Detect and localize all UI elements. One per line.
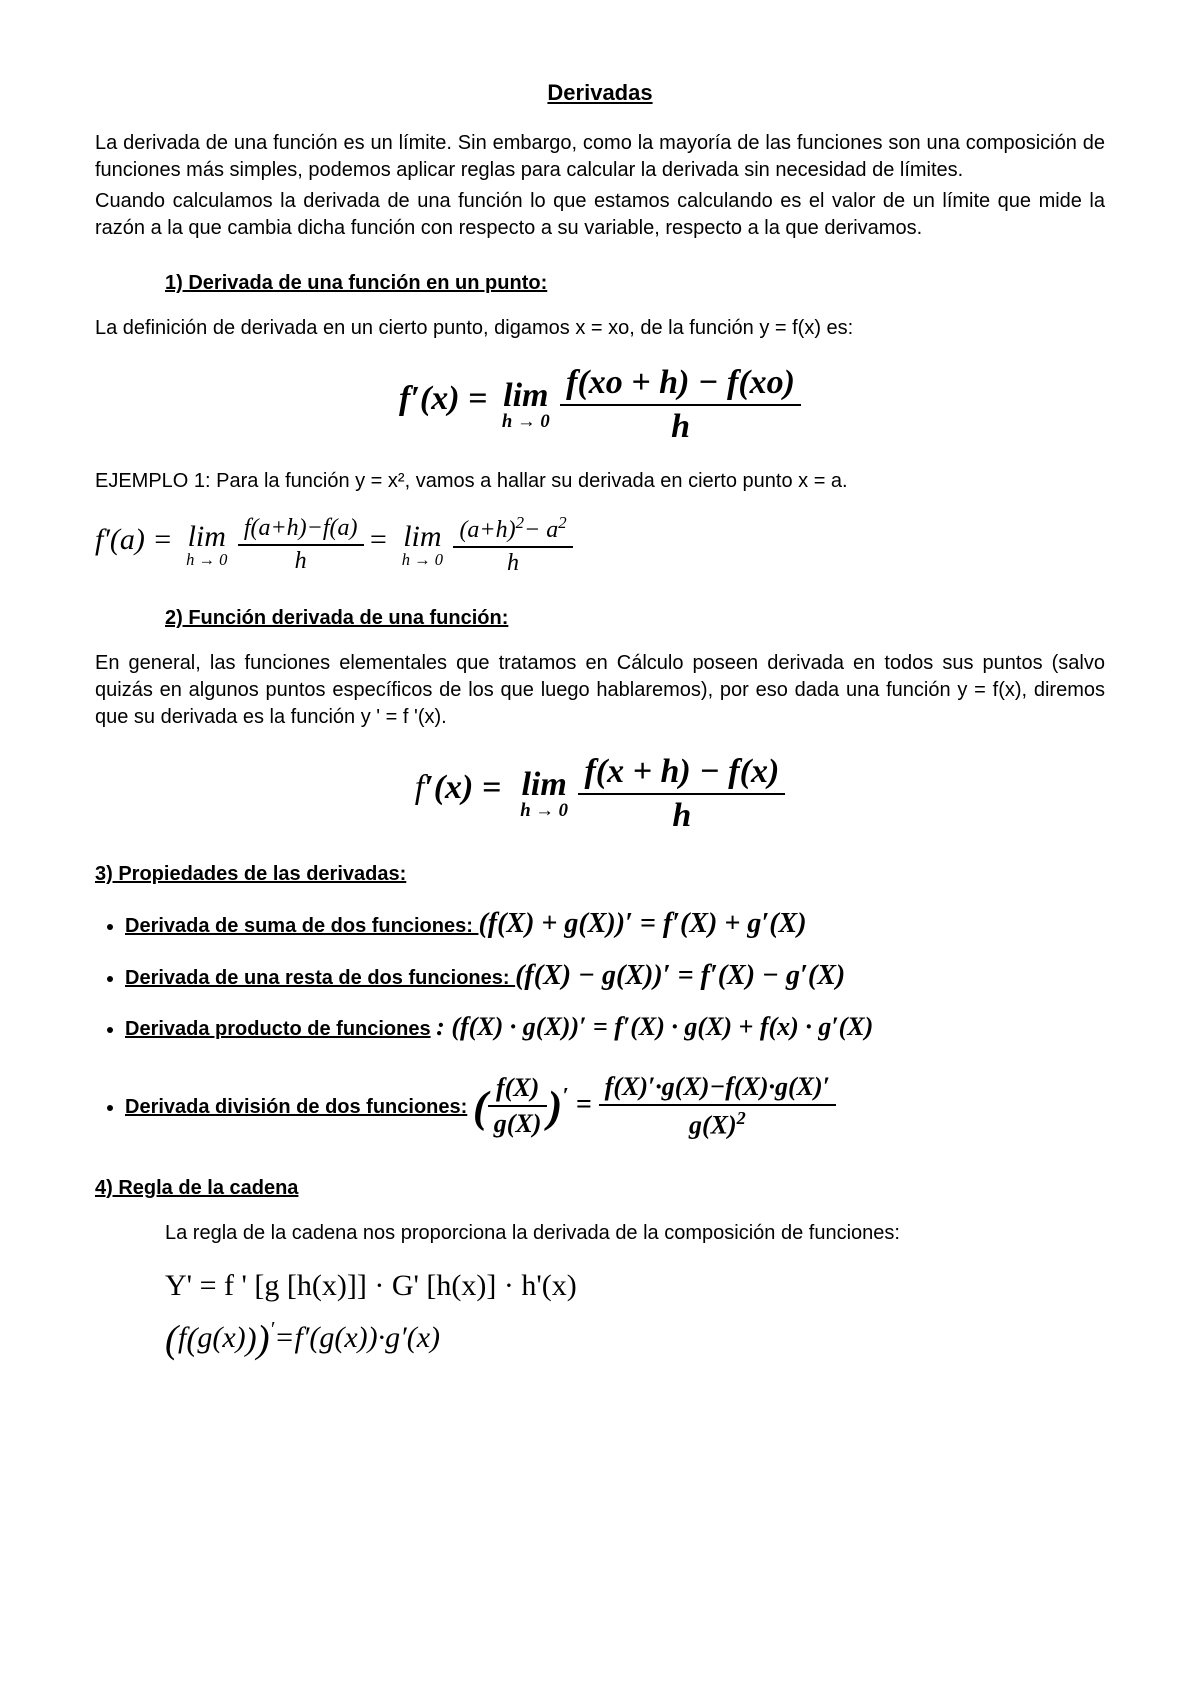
limit-subscript: h → 0 bbox=[520, 800, 568, 822]
property-product-formula: : (f(X) · g(X))′ = f′(X) · g(X) + f(x) ·… bbox=[436, 1012, 873, 1041]
properties-list: Derivada de suma de dos funciones: (f(X)… bbox=[95, 908, 1105, 1141]
property-division-formula: ( f(X) g(X) )′ = f(X)′·g(X)−f(X)·g(X)′ g… bbox=[473, 1089, 836, 1120]
limit-symbol: lim bbox=[520, 766, 568, 804]
denominator: g(X) bbox=[488, 1107, 548, 1139]
section-4-heading: 4) Regla de la cadena bbox=[95, 1177, 1105, 1200]
example-1-formula: f′(a) = lim h → 0 f(a+h)−f(a) h = lim h … bbox=[95, 513, 1105, 577]
denominator: h bbox=[453, 548, 572, 577]
fraction: f(xo + h) − f(xo) h bbox=[560, 364, 801, 446]
numerator: f(X)′·g(X)−f(X)·g(X)′ bbox=[599, 1072, 836, 1106]
numerator: f(X) bbox=[488, 1073, 548, 1107]
section-2-heading: 2) Función derivada de una función: bbox=[165, 607, 1105, 630]
formula-lhs: ff′(x) = ′(x) = bbox=[415, 769, 510, 806]
property-sum-label: Derivada de suma de dos funciones: bbox=[125, 915, 478, 937]
denominator: h bbox=[238, 546, 364, 575]
property-sum: Derivada de suma de dos funciones: (f(X)… bbox=[125, 908, 1105, 940]
fraction-2: (a+h)2− a2 h bbox=[453, 513, 572, 577]
property-difference-label: Derivada de una resta de dos funciones: bbox=[125, 967, 515, 989]
limit-symbol: lim bbox=[402, 520, 443, 554]
chain-rule-formula-2: ((f(g(x)))f(g(x)))′=f′(g(x))·g′(x) bbox=[165, 1317, 1105, 1355]
denominator: h bbox=[578, 795, 785, 835]
property-difference: Derivada de una resta de dos funciones: … bbox=[125, 960, 1105, 992]
fraction: f(x + h) − f(x) h bbox=[578, 753, 785, 835]
limit-subscript: h → 0 bbox=[186, 550, 227, 570]
section-1-heading: 1) Derivada de una función en un punto: bbox=[165, 272, 1105, 295]
section-2-text: En general, las funciones elementales qu… bbox=[95, 650, 1105, 731]
limit-symbol: lim bbox=[502, 377, 550, 415]
denominator: h bbox=[560, 406, 801, 446]
property-difference-formula: (f(X) − g(X))′ = f′(X) − g′(X) bbox=[515, 960, 845, 991]
numerator: f(xo + h) − f(xo) bbox=[560, 364, 801, 406]
intro-block: La derivada de una función es un límite.… bbox=[95, 130, 1105, 242]
property-product-label: Derivada producto de funciones bbox=[125, 1018, 431, 1040]
section-3-heading: 3) Propiedades de las derivadas: bbox=[95, 863, 1105, 886]
chain-rule-text: La regla de la cadena nos proporciona la… bbox=[165, 1222, 1105, 1245]
equals: = bbox=[368, 523, 396, 556]
fraction-right: f(X)′·g(X)−f(X)·g(X)′ g(X)2 bbox=[599, 1072, 836, 1141]
denominator: g(X)2 bbox=[599, 1106, 836, 1141]
limit-block: lim h → 0 bbox=[520, 766, 568, 822]
intro-paragraph-1: La derivada de una función es un límite.… bbox=[95, 130, 1105, 184]
formula-lhs: f′(a) = bbox=[95, 523, 180, 556]
property-division-label: Derivada división de dos funciones: bbox=[125, 1096, 467, 1118]
numerator: f(a+h)−f(a) bbox=[238, 515, 364, 546]
limit-symbol: lim bbox=[186, 520, 227, 554]
property-sum-formula: (f(X) + g(X))′ = f′(X) + g′(X) bbox=[478, 908, 806, 939]
equals: = bbox=[576, 1089, 599, 1120]
numerator: (a+h)2− a2 bbox=[453, 513, 572, 548]
limit-subscript: h → 0 bbox=[502, 411, 550, 433]
limit-block: lim h → 0 bbox=[502, 377, 550, 433]
section-2-formula: ff′(x) = ′(x) = lim h → 0 f(x + h) − f(x… bbox=[95, 753, 1105, 835]
numerator: f(x + h) − f(x) bbox=[578, 753, 785, 795]
limit-block-2: lim h → 0 bbox=[402, 520, 443, 570]
property-product: Derivada producto de funciones : (f(X) ·… bbox=[125, 1012, 1105, 1042]
limit-block: lim h → 0 bbox=[186, 520, 227, 570]
page-title: Derivadas bbox=[95, 80, 1105, 106]
formula-lhs: f′(x) = bbox=[399, 380, 496, 417]
property-division: Derivada división de dos funciones: ( f(… bbox=[125, 1072, 1105, 1141]
section-1-definition-text: La definición de derivada en un cierto p… bbox=[95, 315, 1105, 342]
chain-rule-formula-1: Y' = f ' [g [h(x)]] · G' [h(x)] · h'(x) bbox=[165, 1269, 1105, 1303]
example-1-label: EJEMPLO 1: Para la función y = x², vamos… bbox=[95, 468, 1105, 495]
document-page: Derivadas La derivada de una función es … bbox=[0, 0, 1200, 1698]
section-1-formula: f′(x) = lim h → 0 f(xo + h) − f(xo) h bbox=[95, 364, 1105, 446]
fraction-1: f(a+h)−f(a) h bbox=[238, 515, 364, 575]
intro-paragraph-2: Cuando calculamos la derivada de una fun… bbox=[95, 188, 1105, 242]
limit-subscript: h → 0 bbox=[402, 550, 443, 570]
fraction-left: f(X) g(X) bbox=[488, 1073, 548, 1139]
